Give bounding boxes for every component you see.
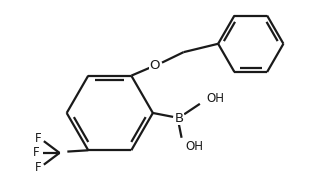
Text: OH: OH: [186, 140, 203, 153]
Text: OH: OH: [206, 92, 225, 105]
Text: O: O: [150, 59, 160, 72]
Text: F: F: [33, 146, 39, 159]
Text: F: F: [35, 161, 42, 174]
Text: B: B: [174, 112, 183, 125]
Text: F: F: [35, 132, 42, 145]
